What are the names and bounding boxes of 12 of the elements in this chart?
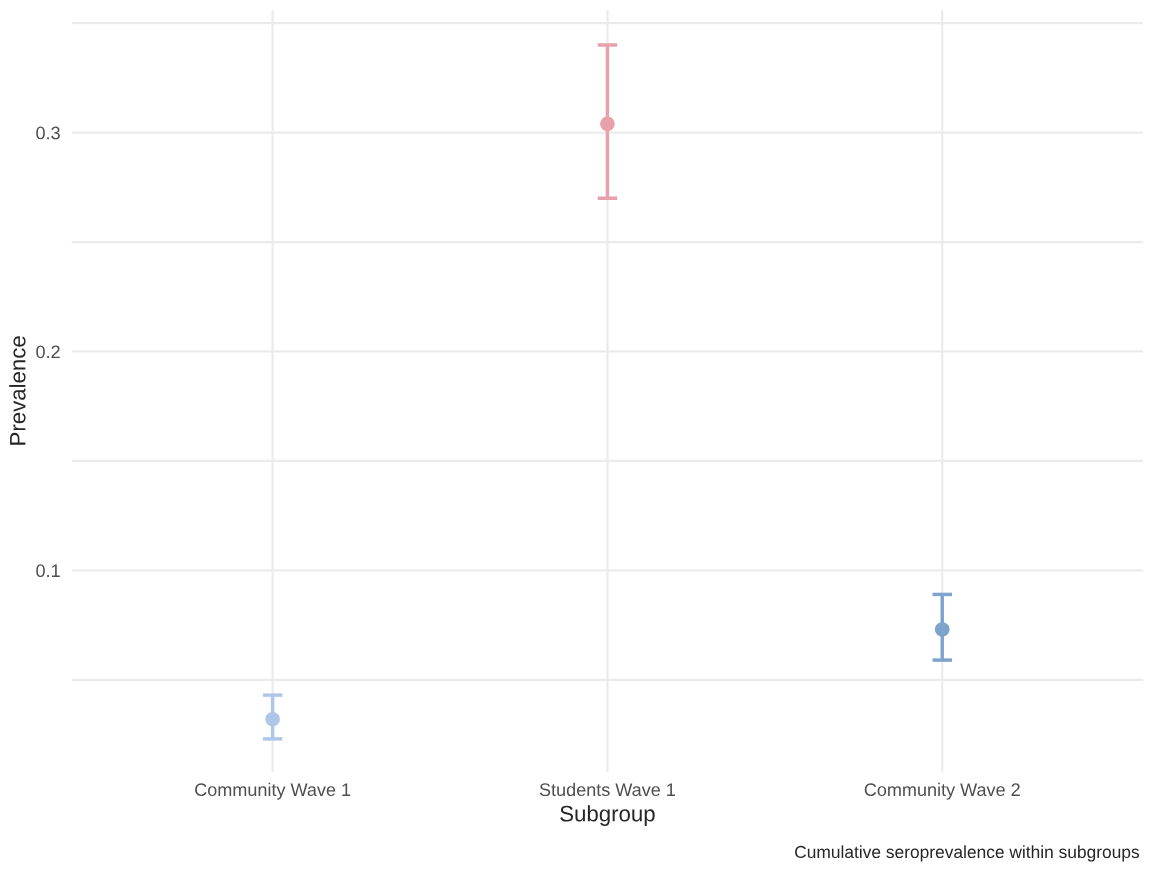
x-tick-label: Community Wave 2	[864, 782, 1020, 800]
x-tick-label: Students Wave 1	[539, 782, 675, 797]
x-axis-title: Subgroup	[560, 805, 655, 826]
y-tick-label: 0.1	[36, 564, 60, 578]
y-tick-label: 0.3	[36, 126, 60, 140]
point	[265, 711, 280, 727]
y-tick-label: 0.2	[36, 345, 60, 359]
y-axis-title: Prevalence	[9, 336, 26, 445]
point	[600, 116, 615, 132]
point	[934, 622, 950, 637]
x-tick-label: Community Wave 1	[195, 782, 351, 800]
text: Cumulative seroprevalence within subgroups	[795, 845, 1140, 862]
